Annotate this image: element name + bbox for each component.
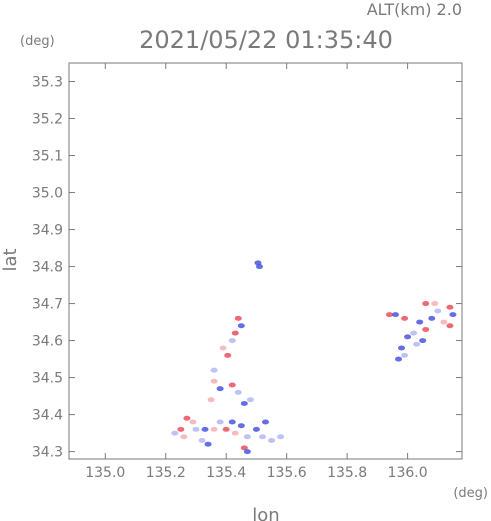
data-point [431,301,439,307]
data-point [404,334,412,340]
data-point [216,419,224,425]
data-point [219,345,227,351]
data-point [234,315,242,321]
x-tick-label: 135.0 [85,465,125,481]
data-point [262,419,269,425]
data-point [234,389,242,395]
data-point [428,315,436,321]
data-point [258,434,266,440]
data-point [395,356,403,362]
data-point [237,423,245,429]
data-point [410,330,418,336]
x-tick-label: 136.0 [388,465,428,481]
data-point [198,437,206,443]
data-point [177,426,185,432]
data-point [413,341,421,347]
chart-title: 2021/05/22 01:35:40 [139,26,393,54]
data-point [224,352,232,358]
axis-ticks: 135.0 135.2 135.4 135.6 135.8 136.0 34.3 34.4 34… [32,63,462,481]
data-point [231,330,239,336]
data-point [252,426,260,432]
y-tick-label: 34.3 [32,445,63,461]
y-tick-label: 34.8 [32,260,63,276]
data-point [204,441,212,447]
data-point [246,397,254,403]
data-point [210,426,218,432]
data-points [171,260,457,455]
data-point [416,319,424,325]
data-point [385,312,393,318]
data-point [228,382,236,388]
y-tick-label: 35.1 [32,149,63,165]
data-point [210,378,218,384]
data-point [243,449,251,455]
data-point [398,345,406,351]
data-point [401,352,409,358]
data-point [228,338,236,344]
x-tick-label: 135.6 [267,465,307,481]
y-tick-label: 34.7 [32,297,63,313]
data-point [216,386,224,392]
data-point [268,437,276,443]
data-point [419,338,427,344]
data-point [180,434,188,440]
data-point [240,445,248,451]
y-tick-label: 34.4 [32,408,63,424]
data-point [207,397,215,403]
data-point [422,301,430,307]
x-axis-label: lon [252,505,279,521]
plot-frame [68,62,463,460]
y-tick-label: 35.0 [32,186,63,202]
data-point [449,312,457,318]
data-point [183,415,191,421]
data-point [440,319,448,325]
y-tick-label: 34.9 [32,223,63,239]
data-point [210,367,218,373]
data-point [422,326,430,332]
data-point [446,323,454,329]
y-unit-label: (deg) [20,34,55,49]
y-tick-label: 35.2 [32,112,63,128]
y-tick-label: 35.3 [32,75,63,91]
altitude-label: ALT(km) 2.0 [367,0,462,19]
data-point [228,419,236,425]
y-axis-label: lat [0,248,21,271]
data-point [222,426,230,432]
x-tick-label: 135.2 [146,465,186,481]
data-point [237,323,245,329]
data-point [391,312,399,318]
data-point [277,434,285,440]
data-point [434,308,442,314]
data-point [192,426,200,432]
data-point [240,400,248,406]
x-unit-label: (deg) [453,486,488,501]
data-point [171,430,179,436]
y-tick-label: 34.5 [32,371,63,387]
data-point [201,426,209,432]
x-tick-label: 135.8 [327,465,367,481]
data-point [255,264,263,270]
data-point [243,434,251,440]
y-tick-label: 34.6 [32,334,63,350]
data-point [446,304,454,310]
data-point [231,430,239,436]
data-point [189,419,197,425]
data-point [401,315,409,321]
x-tick-label: 135.4 [206,465,246,481]
